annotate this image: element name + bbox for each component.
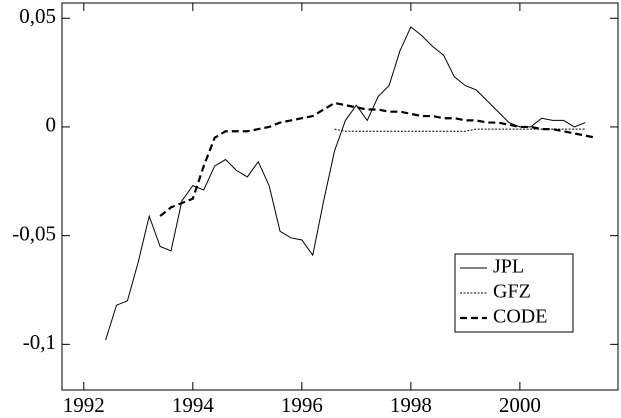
x-tick-label: 1998 bbox=[390, 393, 432, 417]
legend: JPL GFZ CODE bbox=[454, 253, 574, 333]
y-tick-label: -0,05 bbox=[12, 221, 56, 245]
plot-frame bbox=[61, 2, 619, 391]
y-tick-label: 0 bbox=[46, 113, 57, 137]
line-gfz bbox=[334, 128, 586, 132]
y-tick-label: 0,05 bbox=[19, 4, 56, 28]
y-tick-label: -0,1 bbox=[23, 330, 56, 354]
x-tick-label: 1992 bbox=[63, 393, 105, 417]
line-code bbox=[159, 101, 597, 217]
legend-label: CODE bbox=[493, 306, 547, 328]
x-tick-label: 1994 bbox=[172, 393, 215, 417]
x-tick-label: 2000 bbox=[499, 393, 541, 417]
line-jpl bbox=[105, 26, 586, 341]
x-tick-label: 1996 bbox=[281, 393, 323, 417]
legend-label: GFZ bbox=[493, 281, 531, 303]
legend-label: JPL bbox=[493, 256, 524, 278]
